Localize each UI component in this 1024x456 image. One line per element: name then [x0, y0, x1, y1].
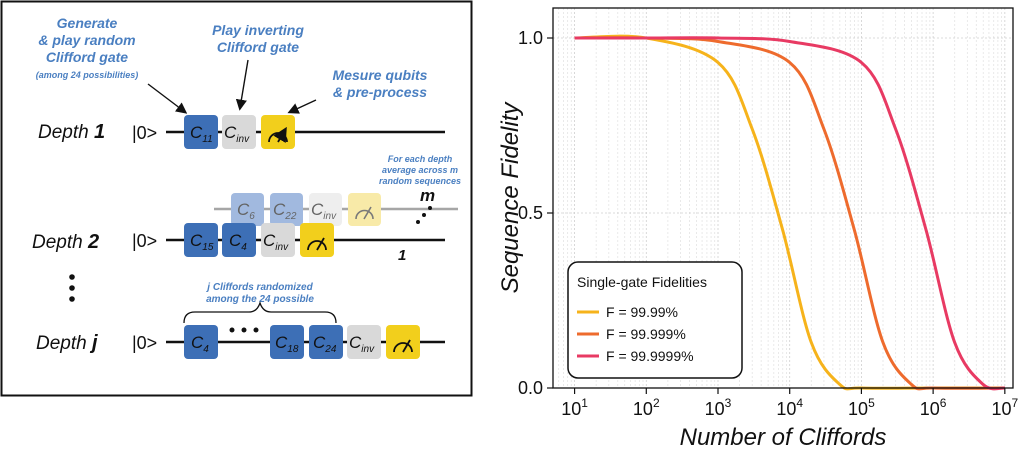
legend-entry: F = 99.999% [606, 326, 686, 342]
depth-label: Depth 2 [32, 231, 99, 253]
meter-icon [307, 237, 327, 251]
annotation-measure-line1: Mesure qubits [333, 67, 428, 83]
fidelity-chart: 101 102 103 104 105 106 107 0.0 0.5 1.0 Sequence … [478, 0, 1024, 451]
sequence-1-label: 1 [398, 247, 406, 264]
arrow-invert [235, 59, 249, 111]
gate-label: C18 [275, 333, 299, 355]
y-axis-label: Sequence Fidelity [497, 101, 524, 294]
x-tick-label: 101 [561, 396, 588, 419]
protocol-svg: Generate & play random Clifford gate (am… [0, 0, 473, 397]
clifford-gate [309, 325, 343, 359]
depth-label: Depth 1 [38, 121, 105, 143]
x-tick-label: 105 [848, 396, 875, 419]
arrow-generate [147, 83, 188, 114]
sequence-m-label: m [420, 186, 435, 205]
rb-protocol-diagram: Generate & play random Clifford gate (am… [0, 0, 473, 397]
ghost-clifford-gate [231, 193, 264, 226]
ellipsis-dot [422, 213, 426, 217]
inverse-gate [261, 223, 295, 257]
clifford-gate [184, 223, 218, 257]
depth-label: Depth j [36, 332, 98, 354]
chart-svg: 101 102 103 104 105 106 107 0.0 0.5 1.0 Sequence … [497, 7, 1019, 451]
gate-label: Cinv [224, 123, 250, 145]
legend-box [567, 261, 743, 379]
ket-zero: |0> [132, 333, 157, 353]
meter-icon [268, 126, 288, 143]
average-note-line3: random sequences [379, 176, 461, 186]
annotation-generate-line1: Generate [57, 15, 118, 31]
gate-label: C4 [191, 333, 209, 355]
x-axis-label: Number of Cliffords [680, 424, 887, 451]
measure-gate [386, 325, 420, 359]
meter-icon [355, 206, 374, 220]
gate-label: C15 [190, 231, 214, 253]
row-depth-j: Depth j |0> C4 C18 C24 Cinv [36, 325, 445, 359]
clifford-gate [270, 325, 304, 359]
meter-icon [393, 339, 413, 353]
gate-label: C22 [273, 200, 297, 222]
ket-zero: |0> [132, 123, 157, 143]
y-tick-label: 0.5 [518, 203, 543, 223]
legend-entry: F = 99.9999% [606, 348, 694, 364]
ghost-measure-gate [348, 193, 381, 226]
series-line-3 [574, 36, 1006, 391]
annotation-invert-line2: Clifford gate [217, 39, 299, 55]
ellipsis-dot [416, 220, 420, 224]
average-note-line2: average across m [382, 165, 458, 175]
clifford-gate [184, 325, 218, 359]
ghost-sequence-row: C6 C22 Cinv [214, 193, 458, 226]
ticks: 101 102 103 104 105 106 107 0.0 0.5 1.0 [518, 28, 1019, 419]
diagram-frame [0, 0, 473, 397]
randomized-note-line2: among the 24 possible [206, 294, 314, 305]
x-tick-label: 104 [776, 396, 803, 419]
arrow-measure [287, 99, 317, 114]
y-tick-label: 0.0 [518, 378, 543, 398]
legend: Single-gate Fidelities F = 99.99% F = 99… [567, 261, 743, 379]
legend-entry: F = 99.99% [606, 304, 678, 320]
vertical-ellipsis-dot [69, 285, 75, 291]
annotation-generate-note: (among 24 possibilities) [36, 70, 139, 80]
gate-ellipsis-dot [241, 327, 247, 333]
ellipsis-dot [428, 206, 432, 210]
inverse-gate [222, 115, 256, 149]
gate-label: C4 [229, 231, 247, 253]
legend-title: Single-gate Fidelities [577, 274, 707, 290]
clifford-gate [222, 223, 256, 257]
gate-label: C6 [237, 200, 255, 222]
measure-gate [261, 115, 295, 149]
row-depth-2: Depth 2 |0> C15 C4 Cinv [32, 223, 445, 257]
inverse-gate [347, 325, 381, 359]
randomized-note-line1: j Cliffords randomized [205, 282, 313, 293]
gate-ellipsis-dot [229, 327, 235, 333]
measure-gate [300, 223, 334, 257]
ket-zero: |0> [132, 231, 157, 251]
average-note-line1: For each depth [388, 154, 453, 164]
annotation-measure-line2: & pre-process [333, 84, 427, 100]
ghost-inverse-gate [309, 193, 342, 226]
gate-ellipsis-dot [253, 327, 259, 333]
x-tick-label: 102 [633, 396, 660, 419]
x-tick-label: 103 [705, 396, 732, 419]
clifford-gate [184, 115, 218, 149]
annotation-generate-line3: Clifford gate [46, 49, 128, 65]
gate-label: C24 [313, 333, 337, 355]
annotation-generate-line2: & play random [38, 32, 135, 48]
gate-label: Cinv [263, 231, 289, 253]
x-tick-label: 107 [991, 396, 1018, 419]
vertical-ellipsis-dot [69, 274, 75, 280]
annotation-invert-line1: Play inverting [212, 22, 304, 38]
row-depth-1: Depth 1 |0> C11 Cinv [38, 115, 445, 149]
curly-brace [183, 300, 337, 324]
gate-label: C11 [190, 123, 213, 145]
gate-label: Cinv [349, 333, 375, 355]
gate-label: Cinv [311, 200, 337, 222]
plot-frame [552, 7, 1014, 389]
x-tick-label: 106 [920, 396, 947, 419]
ghost-clifford-gate [270, 193, 303, 226]
vertical-ellipsis-dot [69, 296, 75, 302]
y-tick-label: 1.0 [518, 28, 543, 48]
